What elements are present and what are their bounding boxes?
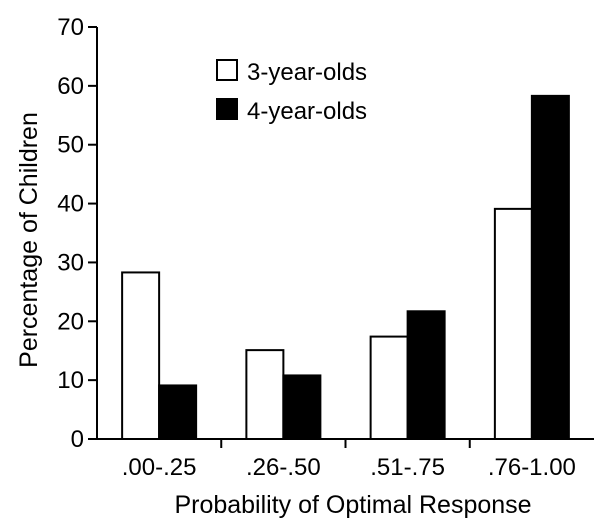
bar-4-year-olds-2 xyxy=(282,374,322,441)
y-tick-label: 60 xyxy=(57,73,84,100)
plot-area xyxy=(121,94,570,441)
legend: 3-year-olds 4-year-olds xyxy=(216,59,367,125)
bar-3-year-olds-2 xyxy=(245,349,285,440)
y-axis-ticks: 0 10 20 30 40 50 60 70 xyxy=(57,14,97,453)
x-axis-title: Probability of Optimal Response xyxy=(174,491,531,519)
legend-label-3-year-olds: 3-year-olds xyxy=(247,59,367,86)
x-axis-ticks: .00-.25 .26-.50 .51-.75 .76-1.00 xyxy=(122,439,576,481)
y-tick-label: 10 xyxy=(57,367,84,394)
y-tick-label: 30 xyxy=(57,249,84,276)
bar-3-year-olds-4 xyxy=(493,207,533,440)
legend-label-4-year-olds: 4-year-olds xyxy=(247,98,367,125)
bar-3-year-olds-3 xyxy=(369,335,409,440)
x-tick-label: .51-.75 xyxy=(370,454,445,481)
legend-swatch-4-year-olds xyxy=(216,98,238,120)
y-tick-label: 40 xyxy=(57,191,84,218)
y-tick-label: 20 xyxy=(57,308,84,335)
y-axis-title: Percentage of Children xyxy=(15,112,43,368)
x-tick-label: .26-.50 xyxy=(246,454,321,481)
bar-4-year-olds-3 xyxy=(406,310,446,440)
y-tick-label: 50 xyxy=(57,132,84,159)
bar-4-year-olds-1 xyxy=(158,384,198,441)
y-tick-label: 70 xyxy=(57,14,84,41)
bar-3-year-olds-1 xyxy=(121,271,161,441)
y-tick-label: 0 xyxy=(71,426,84,453)
legend-swatch-3-year-olds xyxy=(216,59,238,81)
bar-4-year-olds-4 xyxy=(530,94,570,440)
x-tick-label: .76-1.00 xyxy=(488,454,576,481)
x-tick-label: .00-.25 xyxy=(122,454,197,481)
